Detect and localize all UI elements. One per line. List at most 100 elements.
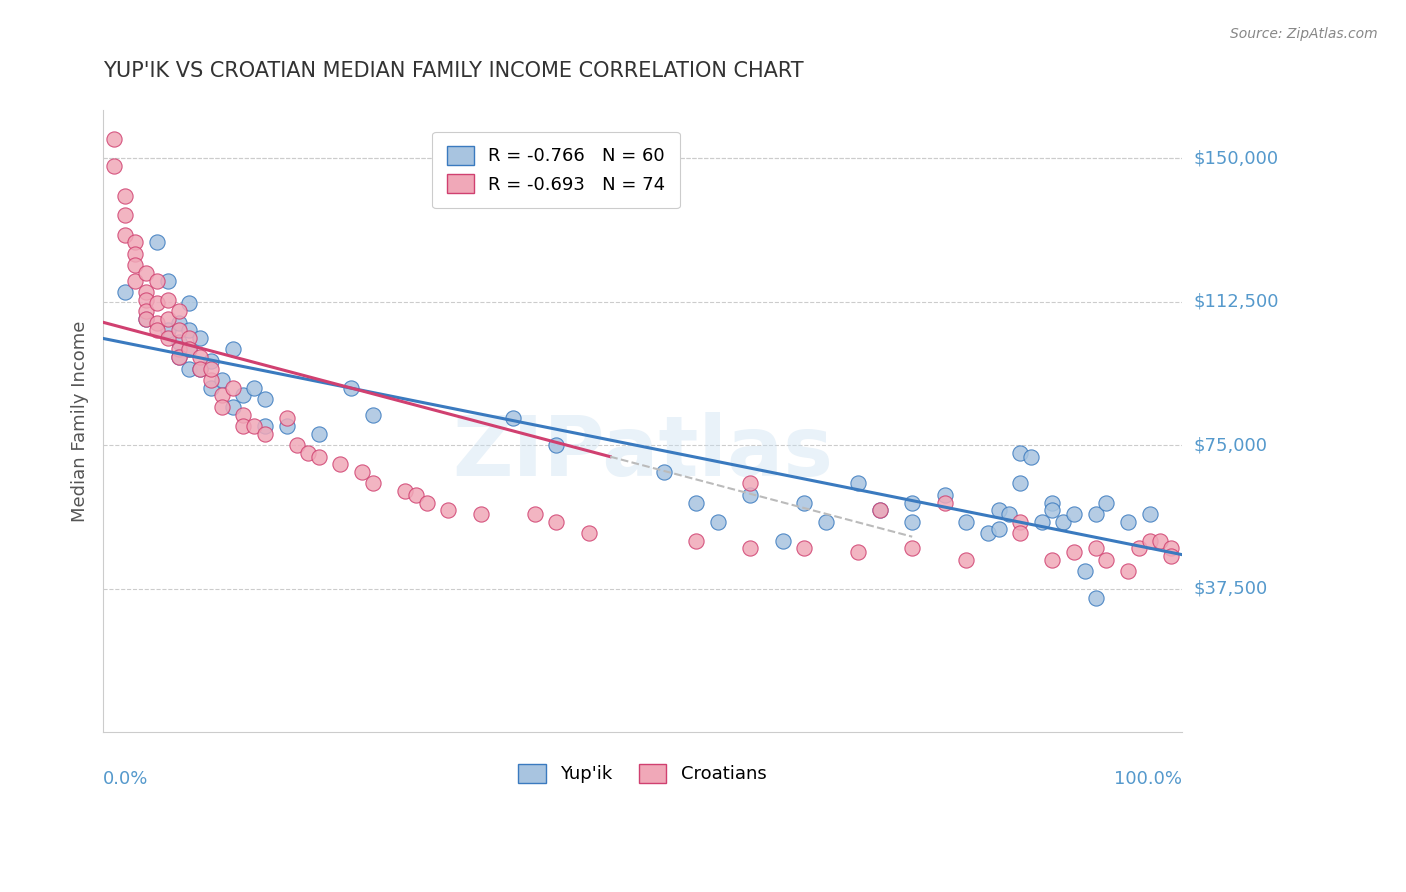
Text: $112,500: $112,500 [1194,293,1278,310]
Point [232,388,254,402]
Point [1095,495,1118,509]
Point [221,381,243,395]
Point [1042,553,1064,567]
Point [740,488,762,502]
Point [200,381,222,395]
Point [243,381,266,395]
Point [869,503,891,517]
Point [470,507,492,521]
Point [179,296,201,310]
Point [814,515,837,529]
Point [146,296,169,310]
Point [179,343,201,357]
Point [1063,545,1085,559]
Point [1128,541,1150,556]
Point [1052,515,1074,529]
Point [221,343,243,357]
Point [340,381,363,395]
Point [156,311,179,326]
Point [502,411,524,425]
Point [869,503,891,517]
Point [200,373,222,387]
Point [955,553,977,567]
Point [243,419,266,434]
Point [977,526,1000,541]
Point [934,488,956,502]
Point [276,411,298,425]
Point [114,209,136,223]
Text: 0.0%: 0.0% [103,770,149,788]
Point [188,361,211,376]
Point [1116,565,1139,579]
Point [901,541,924,556]
Point [146,273,169,287]
Point [361,476,384,491]
Point [167,304,190,318]
Point [221,400,243,414]
Point [285,438,308,452]
Point [156,293,179,307]
Point [1139,507,1161,521]
Point [211,400,233,414]
Point [1063,507,1085,521]
Point [114,189,136,203]
Point [103,132,125,146]
Point [901,495,924,509]
Point [297,446,319,460]
Point [1084,507,1107,521]
Point [167,316,190,330]
Point [1139,533,1161,548]
Point [901,515,924,529]
Text: ZIPatlas: ZIPatlas [451,412,832,492]
Point [167,343,190,357]
Point [1149,533,1171,548]
Point [652,465,675,479]
Point [211,388,233,402]
Point [167,334,190,349]
Point [253,392,276,407]
Point [934,495,956,509]
Point [179,361,201,376]
Point [772,533,794,548]
Point [135,266,157,280]
Point [1160,541,1182,556]
Point [146,316,169,330]
Point [361,408,384,422]
Point [1010,526,1032,541]
Point [167,323,190,337]
Point [253,419,276,434]
Point [156,273,179,287]
Point [685,495,707,509]
Point [135,293,157,307]
Point [167,350,190,364]
Point [179,343,201,357]
Point [578,526,600,541]
Point [253,426,276,441]
Point [124,246,146,260]
Point [1010,476,1032,491]
Point [1084,591,1107,606]
Point [546,515,568,529]
Point [350,465,373,479]
Point [740,476,762,491]
Point [124,258,146,272]
Text: $150,000: $150,000 [1194,149,1278,167]
Point [200,361,222,376]
Point [740,541,762,556]
Point [103,159,125,173]
Point [1010,446,1032,460]
Y-axis label: Median Family Income: Median Family Income [72,320,89,522]
Point [124,273,146,287]
Point [685,533,707,548]
Point [523,507,546,521]
Point [188,331,211,345]
Point [167,350,190,364]
Point [232,419,254,434]
Point [329,457,352,471]
Point [1042,495,1064,509]
Point [987,503,1010,517]
Point [416,495,439,509]
Point [1042,503,1064,517]
Text: 100.0%: 100.0% [1114,770,1182,788]
Point [114,285,136,299]
